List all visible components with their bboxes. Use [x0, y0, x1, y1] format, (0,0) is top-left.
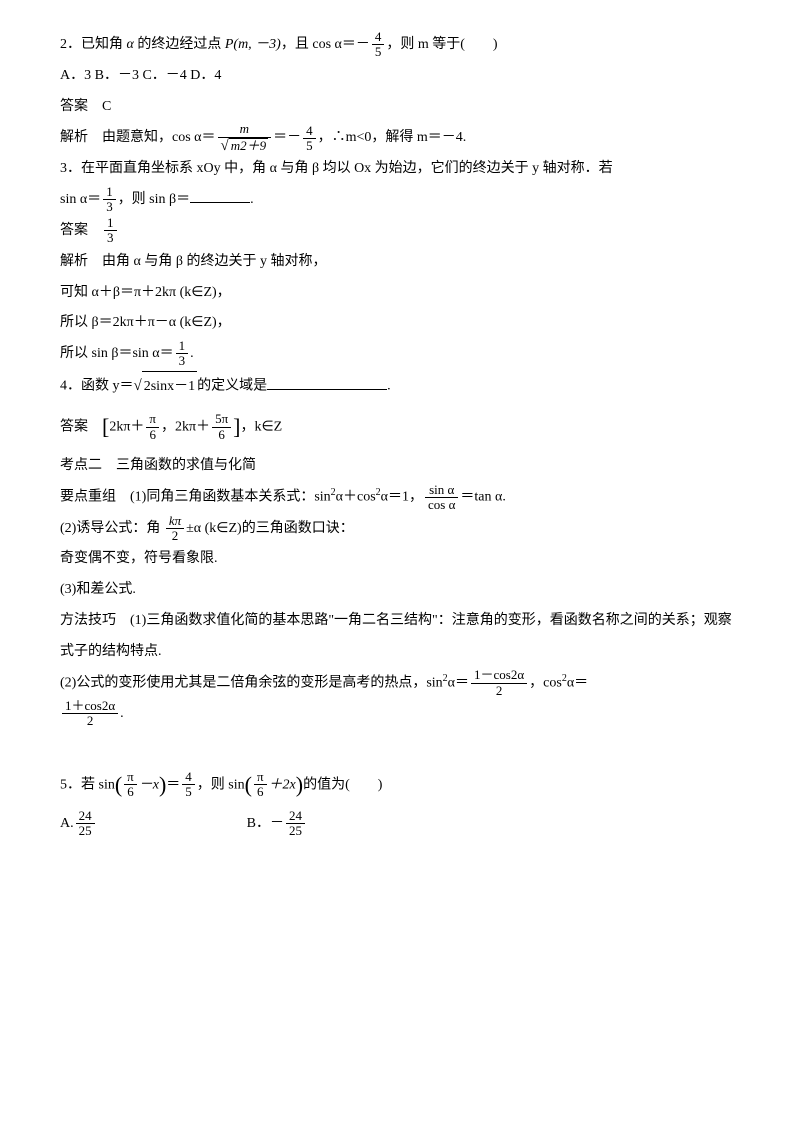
paren: (: [245, 772, 252, 797]
text: (2)诱导公式：角: [60, 521, 164, 536]
q3-expl-d: 所以 sin β＝sin α＝13.: [60, 339, 740, 370]
q5-stem: 5．若 sin(π6－x)＝45，则 sin(π6＋2x)的值为( ): [60, 761, 740, 809]
topic-p5: 方法技巧 (1)三角函数求值化简的基本思路"一角二名三结构"：注意角的变形，看函…: [60, 606, 740, 668]
text: ±α (k∈Z)的三角函数口诀：: [186, 521, 354, 536]
text: 要点重组 (1)同角三角函数基本关系式：sin: [60, 490, 331, 505]
text: ，∴m<0，解得 m＝－4.: [318, 131, 467, 146]
period: .: [387, 379, 391, 394]
sqrt: 2sinx－1: [134, 370, 198, 403]
topic-p6: (2)公式的变形使用尤其是二倍角余弦的变形是高考的热点，sin2α＝1－cos2…: [60, 668, 740, 699]
fraction: 13: [103, 185, 116, 215]
text: sin α＝: [60, 192, 101, 207]
label: 答案: [60, 223, 102, 238]
text: 的值为( ): [303, 777, 382, 792]
period: .: [250, 192, 254, 207]
comma: ，: [161, 419, 175, 434]
text: ，k∈Z: [240, 419, 282, 434]
fraction: kπ2: [166, 514, 184, 544]
paren: (: [115, 772, 122, 797]
topic-p6b: 1＋cos2α2.: [60, 699, 740, 730]
text: (2)公式的变形使用尤其是二倍角余弦的变形是高考的热点，sin: [60, 675, 443, 690]
text: 5．若 sin: [60, 777, 115, 792]
text: ，则 sin β＝: [118, 192, 190, 207]
q5-options: A.2425B．－2425: [60, 809, 740, 840]
q2-stem: 2．已知角 α 的终边经过点 P(m, －3)，且 cos α＝－45，则 m …: [60, 30, 740, 61]
q2-answer: 答案 C: [60, 92, 740, 123]
fraction: 45: [182, 770, 195, 800]
label: 答案: [60, 419, 102, 434]
fraction: π6: [146, 412, 159, 442]
fraction: 13: [104, 216, 117, 246]
q2-explanation: 解析 由题意知，cos α＝mm2＋9＝－45，∴m<0，解得 m＝－4.: [60, 122, 740, 154]
fraction: 1－cos2α2: [471, 668, 527, 698]
fraction: 45: [303, 124, 316, 154]
text: α＝: [448, 675, 469, 690]
fraction: 13: [176, 339, 189, 369]
q2-options: A．3 B．－3 C．－4 D．4: [60, 61, 740, 92]
text: ＝－: [273, 131, 301, 146]
topic-title: 考点二 三角函数的求值与化简: [60, 451, 740, 482]
text: α＝: [567, 675, 588, 690]
fraction: 2425: [76, 809, 95, 839]
blank: [190, 189, 250, 203]
q3-stem-2: sin α＝13，则 sin β＝.: [60, 185, 740, 216]
text: 所以 sin β＝sin α＝: [60, 346, 174, 361]
topic-p3: 奇变偶不变，符号看象限.: [60, 544, 740, 575]
fraction: π6: [254, 770, 267, 800]
text: α＋cos: [336, 490, 376, 505]
fraction: 1＋cos2α2: [62, 699, 118, 729]
text: .: [120, 706, 124, 721]
topic-p2: (2)诱导公式：角 kπ2±α (k∈Z)的三角函数口诀：: [60, 514, 740, 545]
text: ，cos: [529, 675, 562, 690]
text: 的定义域是: [197, 379, 267, 394]
text: 解析 由题意知，cos α＝: [60, 131, 216, 146]
option-a-label: A.: [60, 816, 74, 831]
text: ＝: [166, 777, 180, 792]
fraction: 45: [372, 30, 385, 60]
text: 2．已知角: [60, 37, 127, 52]
q3-answer: 答案 13: [60, 216, 740, 247]
q3-expl-b: 可知 α＋β＝π＋2kπ (k∈Z)，: [60, 278, 740, 309]
text: －x: [139, 777, 159, 792]
fraction: sin αcos α: [425, 483, 458, 513]
q3-stem-1: 3．在平面直角坐标系 xOy 中，角 α 与角 β 均以 Ox 为始边，它们的终…: [60, 154, 740, 185]
blank: [267, 376, 387, 390]
fraction: π6: [124, 770, 137, 800]
text: 2kπ＋: [175, 419, 210, 434]
q4-stem: 4．函数 y＝2sinx－1的定义域是.: [60, 370, 740, 403]
text: 4．函数 y＝: [60, 379, 134, 394]
option-b-label: B．－: [247, 816, 284, 831]
text: ，则 m 等于( ): [386, 37, 497, 52]
text: 2kπ＋: [109, 419, 144, 434]
fraction: 5π6: [212, 412, 231, 442]
period: .: [190, 346, 194, 361]
fraction: 2425: [286, 809, 305, 839]
text: ，且 cos α＝－: [281, 37, 370, 52]
point: P(m, －3): [225, 37, 281, 52]
topic-p4: (3)和差公式.: [60, 575, 740, 606]
fraction: mm2＋9: [218, 122, 272, 154]
q4-answer: 答案 [2kπ＋π6，2kπ＋5π6]，k∈Z: [60, 403, 740, 451]
q3-expl-a: 解析 由角 α 与角 β 的终边关于 y 轴对称，: [60, 247, 740, 278]
topic-p1: 要点重组 (1)同角三角函数基本关系式：sin2α＋cos2α＝1，sin αc…: [60, 482, 740, 513]
text: 的终边经过点: [134, 37, 225, 52]
q3-expl-c: 所以 β＝2kπ＋π－α (k∈Z)，: [60, 308, 740, 339]
alpha: α: [127, 37, 134, 52]
text: ，则 sin: [197, 777, 245, 792]
paren: ): [296, 772, 303, 797]
text: ＋2x: [269, 777, 296, 792]
text: ＝tan α.: [460, 490, 505, 505]
text: α＝1，: [381, 490, 423, 505]
